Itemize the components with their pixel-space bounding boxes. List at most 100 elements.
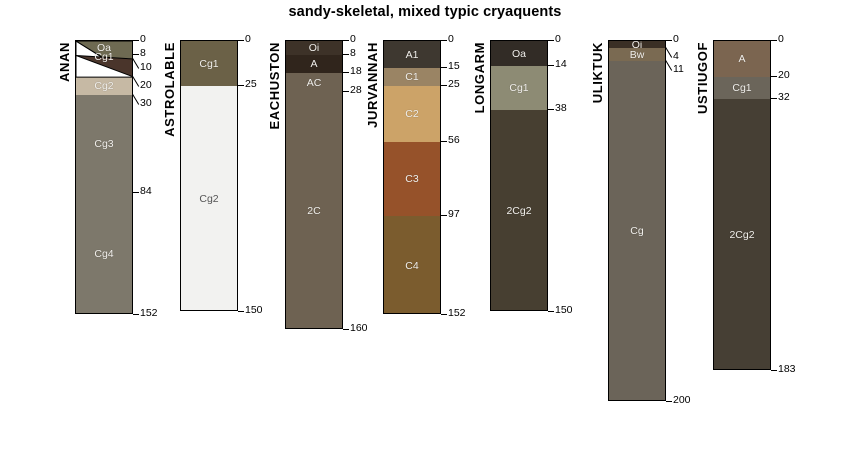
- soil-horizon: C2: [384, 86, 440, 143]
- soil-horizon: 2Cg2: [491, 109, 547, 310]
- depth-tick-line: [548, 65, 554, 67]
- soil-horizon: Cg1: [714, 77, 770, 99]
- depth-tick-label: 152: [140, 307, 158, 320]
- horizon-label: Cg1: [509, 81, 529, 94]
- horizon-label: Cg2: [199, 192, 219, 205]
- profile-name-label: ULIKTUK: [590, 42, 605, 104]
- depth-tick-label: 32: [778, 90, 790, 103]
- horizon-label: AC: [306, 76, 322, 89]
- depth-tick-label: 152: [448, 307, 466, 320]
- depth-tick-line: [548, 108, 554, 110]
- soil-horizon: Oa: [491, 41, 547, 67]
- depth-tick-label: 150: [555, 303, 573, 316]
- horizon-label: Cg4: [94, 247, 114, 260]
- depth-tick-line: [441, 40, 447, 41]
- depth-tick-label: 0: [350, 33, 356, 45]
- profile-column: Cg1 Cg2: [180, 40, 238, 311]
- soil-horizon: Cg3: [76, 95, 132, 193]
- depth-tick-label: 38: [555, 101, 567, 114]
- horizon-label: C4: [405, 259, 419, 272]
- depth-tick-line: [132, 94, 139, 105]
- depth-tick-label: 0: [448, 33, 454, 45]
- depth-tick-line: [665, 59, 672, 71]
- depth-tick-line: [665, 47, 672, 58]
- soil-horizon: Cg1: [491, 66, 547, 110]
- horizon-label: 2Cg2: [729, 229, 755, 242]
- depth-tick-line: [132, 76, 139, 87]
- horizon-label: Oa: [511, 47, 526, 60]
- soil-horizon: A1: [384, 41, 440, 69]
- depth-tick-line: [238, 85, 244, 87]
- depth-tick-label: 11: [673, 62, 684, 75]
- depth-tick-line: [133, 54, 139, 56]
- soil-horizon: Cg2: [76, 77, 132, 96]
- horizon-label: 2C: [307, 204, 321, 217]
- soil-horizon: Cg2: [181, 86, 237, 310]
- depth-tick-line: [441, 85, 447, 87]
- horizon-label: Bw: [629, 48, 645, 61]
- depth-tick-line: [441, 141, 447, 143]
- depth-tick-label: 97: [448, 208, 460, 221]
- profile-column: Oi Bw Cg: [608, 40, 666, 401]
- depth-tick-label: 0: [245, 33, 251, 45]
- depth-tick-line: [343, 54, 349, 56]
- soil-horizon: C3: [384, 142, 440, 217]
- profile-name-label: JURVANNAH: [365, 42, 380, 128]
- depth-tick-label: 183: [778, 363, 796, 376]
- depth-tick-line: [238, 40, 244, 41]
- soil-horizon: Cg1: [181, 41, 237, 87]
- depth-tick-label: 20: [778, 69, 790, 82]
- profile-name-label: EACHUSTON: [267, 42, 282, 130]
- horizon-label: C1: [405, 71, 419, 84]
- profile-column: A Cg1 2Cg2: [713, 40, 771, 371]
- depth-tick-line: [666, 40, 672, 41]
- depth-tick-label: 0: [673, 33, 679, 45]
- depth-tick-label: 20: [140, 79, 152, 92]
- profile-name-label: USTIUGOF: [695, 42, 710, 114]
- depth-tick-label: 150: [245, 303, 263, 316]
- depth-tick-label: 0: [778, 33, 784, 45]
- depth-tick-line: [441, 314, 447, 316]
- depth-tick-line: [133, 191, 139, 193]
- horizon-label: Cg: [630, 225, 644, 238]
- soil-horizon: AC: [286, 73, 342, 92]
- depth-tick-label: 8: [140, 47, 146, 60]
- depth-tick-line: [238, 310, 244, 312]
- depth-tick-line: [343, 72, 349, 74]
- depth-tick-label: 10: [140, 61, 152, 74]
- soil-horizon: Bw: [609, 48, 665, 61]
- profile-name-label: LONGARM: [472, 42, 487, 114]
- depth-tick-label: 15: [448, 60, 460, 73]
- depth-tick-label: 30: [140, 97, 152, 110]
- horizon-label: 2Cg2: [506, 204, 532, 217]
- depth-tick-line: [771, 370, 777, 372]
- soil-horizon: Cg4: [76, 192, 132, 314]
- profile-name-label: ANAN: [57, 42, 72, 82]
- profile-column: A1 C1 C2 C3 C4: [383, 40, 441, 315]
- horizon-label: A1: [405, 48, 419, 61]
- soil-horizon: Oi: [609, 41, 665, 51]
- depth-tick-line: [343, 40, 349, 41]
- soil-horizon: C4: [384, 216, 440, 314]
- horizon-label: Cg1: [732, 81, 752, 94]
- soil-horizon: 2C: [286, 91, 342, 328]
- depth-tick-label: 0: [555, 33, 561, 45]
- depth-tick-line: [771, 97, 777, 99]
- depth-tick-label: 0: [140, 33, 146, 45]
- depth-tick-label: 14: [555, 58, 567, 71]
- horizon-label: Oi: [308, 42, 320, 55]
- horizon-label: Cg1: [199, 57, 219, 70]
- depth-tick-line: [343, 328, 349, 330]
- profile-column: Oa Cg1 2Cg2: [490, 40, 548, 311]
- depth-tick-line: [548, 310, 554, 312]
- soil-horizon: A: [714, 41, 770, 78]
- depth-tick-line: [666, 401, 672, 402]
- depth-tick-line: [548, 40, 554, 41]
- depth-tick-line: [441, 215, 447, 217]
- depth-tick-label: 200: [673, 394, 691, 406]
- chart-title: sandy-skeletal, mixed typic cryaquents: [288, 4, 562, 20]
- soil-horizon: A: [286, 55, 342, 74]
- horizon-label: A: [310, 58, 318, 71]
- depth-tick-label: 84: [140, 184, 152, 197]
- depth-tick-label: 18: [350, 65, 362, 78]
